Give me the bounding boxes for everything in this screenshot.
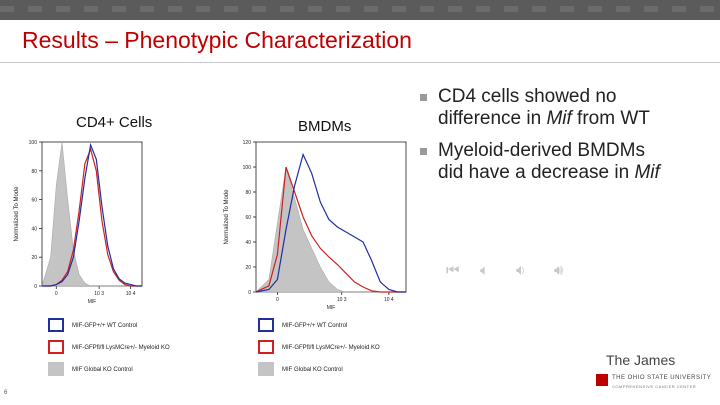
series-area-global-ko [41, 141, 142, 287]
audio-icon[interactable]: 🔈︎ [480, 262, 490, 279]
y-tick-label: 60 [245, 215, 251, 221]
y-tick-label: 40 [245, 240, 251, 246]
bullet-emphasis: Mif [634, 162, 660, 183]
y-tick-label: 40 [31, 226, 37, 232]
audio-icon[interactable]: 🔊︎ [554, 262, 564, 279]
osu-logo-icon [596, 374, 608, 386]
series-line-wt-control [42, 142, 142, 287]
legend-label: MIF-GFP+/+ WT Control [282, 323, 348, 329]
y-tick-label: 60 [31, 198, 37, 204]
rewind-icon[interactable]: ⏮ [446, 262, 460, 279]
legend-label: MIF-GFPfl/fl LysMCre+/- Myeloid KO [72, 345, 170, 351]
bullet-tail: from WT [571, 108, 650, 129]
bullet-list: CD4 cells showed no difference in Mif fr… [420, 86, 715, 194]
y-tick-label: 0 [248, 290, 251, 296]
x-axis-label: MIF [88, 299, 97, 305]
bullet-emphasis: Mif [546, 108, 572, 129]
panel-label-bmdm: BMDMs [298, 118, 352, 135]
legend-swatch [48, 362, 64, 376]
brand-name: The James [606, 352, 676, 368]
panel-label-cd4: CD4+ Cells [76, 114, 153, 131]
title-divider [0, 62, 720, 63]
y-tick-label: 0 [34, 284, 37, 290]
osu-name: THE OHIO STATE UNIVERSITY [612, 375, 712, 381]
x-tick-label: 10 3 [337, 297, 347, 303]
y-tick-label: 20 [31, 255, 37, 261]
header-bar [0, 0, 720, 20]
y-tick-label: 100 [29, 140, 38, 146]
series-line-myeloid-ko [42, 147, 142, 287]
legend-swatch [258, 340, 274, 354]
osu-subtitle: COMPREHENSIVE CANCER CENTER [612, 384, 697, 389]
legend-label: MIF Global KO Control [282, 367, 343, 373]
legend-swatch [48, 318, 64, 332]
chart-cd4-histogram: 0 20 40 60 80 100 0 10 3 10 4 MIF Normalized To Mo… [14, 140, 143, 305]
x-tick-label: 10 4 [384, 297, 394, 303]
audio-icon[interactable]: 🔉︎ [516, 262, 526, 279]
x-tick-label: 10 4 [126, 291, 136, 297]
slide-title: Results – Phenotypic Characterization [22, 27, 412, 53]
y-tick-label: 80 [245, 190, 251, 196]
y-tick-label: 100 [243, 165, 252, 171]
bullet-item: CD4 cells showed no difference in Mif fr… [420, 86, 715, 130]
y-tick-label: 120 [243, 140, 252, 146]
legend-label: MIF Global KO Control [72, 367, 133, 373]
series-line-wt-control [255, 152, 406, 293]
legend-label: MIF-GFP+/+ WT Control [72, 323, 138, 329]
bullet-square-icon [420, 148, 427, 155]
legend-swatch [258, 318, 274, 332]
legend-swatch [48, 340, 64, 354]
slide-number: 6 [4, 390, 8, 396]
y-axis-label: Normalized To Mode [224, 189, 230, 245]
header-pattern [0, 6, 720, 12]
legend-label: MIF-GFPfl/fl LysMCre+/- Myeloid KO [282, 345, 380, 351]
bullet-item: Myeloid-derived BMDMs did have a decreas… [420, 140, 715, 184]
series-line-myeloid-ko [255, 166, 406, 293]
bullet-text: Myeloid-derived BMDMs did have a decreas… [438, 140, 645, 183]
x-axis-label: MIF [327, 305, 336, 311]
y-tick-label: 20 [245, 265, 251, 271]
x-tick-label: 10 3 [94, 291, 104, 297]
chart-bmdm-histogram: 0 20 40 60 80 100 120 0 10 3 10 4 MIF Normalized To… [224, 140, 407, 311]
bullet-square-icon [420, 94, 427, 101]
y-tick-label: 80 [31, 169, 37, 175]
legend-swatch [258, 362, 274, 376]
x-tick-label: 0 [55, 291, 58, 297]
x-tick-label: 0 [276, 297, 279, 303]
y-axis-label: Normalized To Mode [14, 186, 20, 242]
bullet-text: CD4 cells showed no difference in [438, 86, 617, 129]
